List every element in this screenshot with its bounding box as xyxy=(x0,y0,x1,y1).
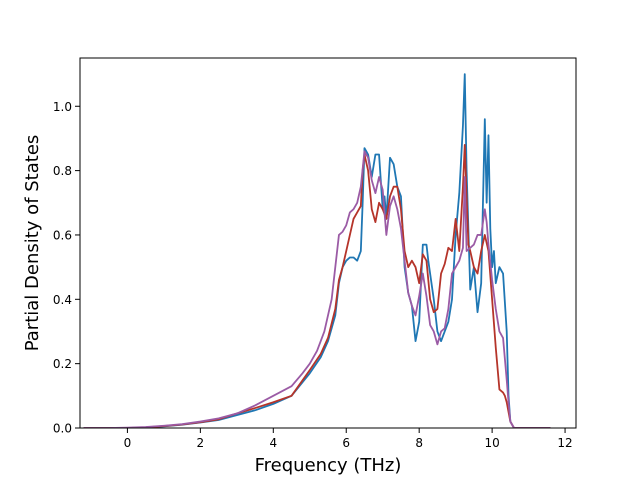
plot-frame xyxy=(79,57,577,429)
x-tick-label: 8 xyxy=(415,436,423,450)
x-tick-label: 0 xyxy=(124,436,132,450)
y-tick-label: 0.2 xyxy=(53,357,72,371)
x-tick-label: 10 xyxy=(484,436,499,450)
series-layer xyxy=(83,73,551,428)
y-tick-label: 0.8 xyxy=(53,164,72,178)
series-line-3 xyxy=(83,150,551,428)
x-axis-label: Frequency (THz) xyxy=(255,455,402,476)
y-tick-label: 1.0 xyxy=(53,100,72,114)
x-tick-label: 12 xyxy=(557,436,572,450)
axes-layer: 0 2 4 6 8 10 12 0.0 0.2 0.4 0.6 0.8 1.0 xyxy=(53,57,577,450)
x-tick-label: 2 xyxy=(197,436,205,450)
y-axis-label: Partial Density of States xyxy=(22,135,43,352)
x-tick-label: 6 xyxy=(342,436,350,450)
y-tick-label: 0.4 xyxy=(53,293,72,307)
y-tick-label: 0.0 xyxy=(53,422,72,436)
y-tick-label: 0.6 xyxy=(53,228,72,242)
x-tick-label: 4 xyxy=(269,436,277,450)
